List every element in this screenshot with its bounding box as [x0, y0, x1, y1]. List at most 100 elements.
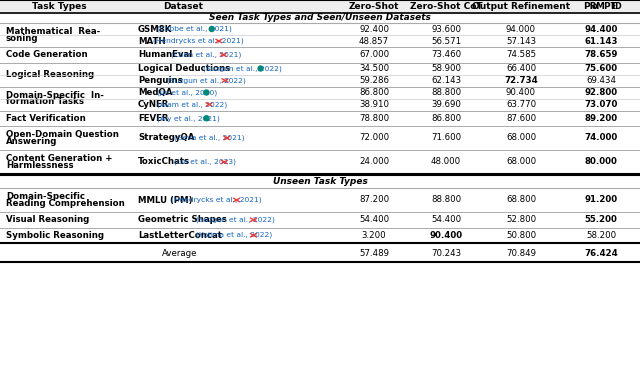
Text: Logical Reasoning: Logical Reasoning: [6, 70, 94, 79]
Text: 55.200: 55.200: [584, 215, 618, 224]
Text: FEVER: FEVER: [138, 114, 168, 123]
Text: 69.434: 69.434: [586, 76, 616, 85]
Text: (Jin et al., 2020): (Jin et al., 2020): [157, 89, 217, 96]
Text: (Suzgun et al., 2022): (Suzgun et al., 2022): [168, 77, 246, 84]
Text: 87.600: 87.600: [506, 114, 536, 123]
Circle shape: [258, 66, 263, 71]
Circle shape: [204, 116, 209, 121]
Text: 48.857: 48.857: [359, 37, 389, 45]
Text: 58.900: 58.900: [431, 64, 461, 73]
Text: 80.000: 80.000: [584, 157, 618, 166]
Text: 57.143: 57.143: [506, 37, 536, 45]
Text: MMLU (PM): MMLU (PM): [138, 196, 193, 204]
Text: 70.243: 70.243: [431, 248, 461, 258]
Text: 92.400: 92.400: [359, 25, 389, 33]
Text: MATH: MATH: [138, 37, 166, 45]
Text: 78.800: 78.800: [359, 114, 389, 123]
Text: 92.800: 92.800: [584, 88, 618, 97]
Text: HumanEval: HumanEval: [138, 50, 192, 59]
Text: 67.000: 67.000: [359, 50, 389, 59]
Text: 57.489: 57.489: [359, 248, 389, 258]
Text: 59.286: 59.286: [359, 76, 389, 85]
Text: o: o: [591, 2, 597, 11]
Text: 73.460: 73.460: [431, 50, 461, 59]
Circle shape: [204, 90, 209, 95]
Text: 38.910: 38.910: [359, 100, 389, 109]
Text: Domain-Specific  In-: Domain-Specific In-: [6, 90, 104, 99]
Text: (Alam et al., 2022): (Alam et al., 2022): [157, 101, 227, 108]
Text: 54.400: 54.400: [431, 215, 461, 224]
Text: Symbolic Reasoning: Symbolic Reasoning: [6, 231, 104, 240]
Text: Zero-Shot CoT: Zero-Shot CoT: [410, 2, 483, 11]
Text: 54.400: 54.400: [359, 215, 389, 224]
Text: Reading Comprehension: Reading Comprehension: [6, 199, 125, 208]
Text: Mathematical  Rea-: Mathematical Rea-: [6, 27, 100, 36]
Text: Domain-Specific: Domain-Specific: [6, 192, 85, 201]
Text: 68.000: 68.000: [506, 134, 536, 142]
Text: 88.800: 88.800: [431, 196, 461, 204]
Text: (Cobbe et al., 2021): (Cobbe et al., 2021): [157, 26, 232, 32]
Text: Content Generation +: Content Generation +: [6, 154, 113, 163]
Text: Open-Domain Question: Open-Domain Question: [6, 130, 119, 139]
Text: 50.800: 50.800: [506, 231, 536, 240]
Text: Unseen Task Types: Unseen Task Types: [273, 177, 367, 186]
Text: 48.000: 48.000: [431, 157, 461, 166]
Text: 86.800: 86.800: [431, 114, 461, 123]
Text: (Lin et al., 2023): (Lin et al., 2023): [175, 159, 237, 165]
Text: Task Types: Task Types: [32, 2, 86, 11]
Text: Zero-Shot: Zero-Shot: [349, 2, 399, 11]
Text: 94.400: 94.400: [584, 25, 618, 33]
Text: 24.000: 24.000: [359, 157, 389, 166]
Text: (Hendrycks et al., 2021): (Hendrycks et al., 2021): [171, 197, 262, 203]
Bar: [0, 0, 640, 13]
Text: Answering: Answering: [6, 137, 58, 146]
Text: 61.143: 61.143: [584, 37, 618, 45]
Text: Visual Reasoning: Visual Reasoning: [6, 215, 89, 224]
Text: 52.800: 52.800: [506, 215, 536, 224]
Text: 86.800: 86.800: [359, 88, 389, 97]
Text: (Chen et al., 2021): (Chen et al., 2021): [171, 52, 241, 58]
Text: Penguins: Penguins: [138, 76, 183, 85]
Text: 93.600: 93.600: [431, 25, 461, 33]
Text: formation Tasks: formation Tasks: [6, 97, 84, 107]
Circle shape: [209, 27, 214, 32]
Text: 90.400: 90.400: [506, 88, 536, 97]
Text: 74.585: 74.585: [506, 50, 536, 59]
Text: 70.849: 70.849: [506, 248, 536, 258]
Text: ED: ED: [610, 2, 621, 11]
Text: (Aly et al., 2021): (Aly et al., 2021): [157, 115, 220, 122]
Text: 89.200: 89.200: [584, 114, 618, 123]
Text: 78.659: 78.659: [584, 50, 618, 59]
Text: 87.200: 87.200: [359, 196, 389, 204]
Text: Harmlessness: Harmlessness: [6, 161, 74, 170]
Text: Output Refinement: Output Refinement: [472, 2, 570, 11]
Text: PR: PR: [583, 2, 596, 11]
Text: MPT: MPT: [595, 2, 617, 11]
Text: 73.070: 73.070: [584, 100, 618, 109]
Text: soning: soning: [6, 34, 38, 43]
Text: Logical Deductions: Logical Deductions: [138, 64, 230, 73]
Text: 34.500: 34.500: [359, 64, 389, 73]
Text: 58.200: 58.200: [586, 231, 616, 240]
Text: 94.000: 94.000: [506, 25, 536, 33]
Text: Geometric Shapes: Geometric Shapes: [138, 215, 227, 224]
Text: 72.000: 72.000: [359, 134, 389, 142]
Text: (Suzgun et al., 2022): (Suzgun et al., 2022): [203, 65, 282, 72]
Text: 76.424: 76.424: [584, 248, 618, 258]
Text: Dataset: Dataset: [163, 2, 203, 11]
Text: ToxicChats: ToxicChats: [138, 157, 190, 166]
Text: 56.571: 56.571: [431, 37, 461, 45]
Text: Average: Average: [163, 248, 198, 258]
Text: Seen Task Types and Seen/Unseen Datasets: Seen Task Types and Seen/Unseen Datasets: [209, 13, 431, 22]
Text: (Geva et al., 2021): (Geva et al., 2021): [175, 135, 245, 141]
Text: (Kojima et al., 2022): (Kojima et al., 2022): [196, 232, 272, 238]
Text: Fact Verification: Fact Verification: [6, 114, 86, 123]
Text: 88.800: 88.800: [431, 88, 461, 97]
Text: 72.734: 72.734: [504, 76, 538, 85]
Text: 66.400: 66.400: [506, 64, 536, 73]
Text: LastLetterConcat: LastLetterConcat: [138, 231, 222, 240]
Text: 68.800: 68.800: [506, 196, 536, 204]
Text: 91.200: 91.200: [584, 196, 618, 204]
Text: MedQA: MedQA: [138, 88, 172, 97]
Text: Code Generation: Code Generation: [6, 50, 88, 59]
